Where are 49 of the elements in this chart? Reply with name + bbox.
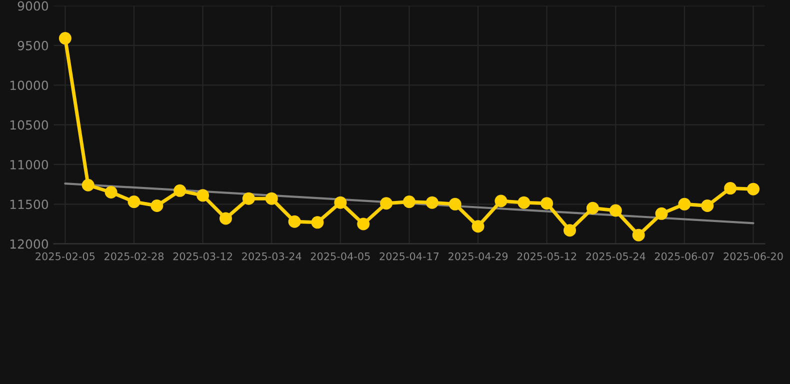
point xyxy=(518,196,530,209)
point xyxy=(426,196,438,209)
x-tick-label: 2025-04-17 xyxy=(380,252,439,260)
point xyxy=(380,197,393,210)
point xyxy=(448,198,462,210)
point xyxy=(402,196,416,208)
point xyxy=(701,199,714,212)
point xyxy=(632,228,645,242)
point xyxy=(174,184,186,197)
x-tick-label: 2025-06-07 xyxy=(654,252,714,260)
point xyxy=(242,192,255,205)
point xyxy=(104,186,118,199)
point xyxy=(311,216,324,229)
x-tick-label: 2025-03-12 xyxy=(173,252,232,260)
y-tick-label: 12000 xyxy=(10,239,48,249)
x-tick-label: 2025-03-24 xyxy=(242,252,302,260)
x-tick-label: 2025-02-28 xyxy=(104,252,164,260)
point xyxy=(747,182,760,196)
point xyxy=(609,204,622,217)
point xyxy=(678,198,691,210)
point xyxy=(288,215,301,228)
point xyxy=(564,224,576,237)
point xyxy=(540,197,554,210)
y-tick-label: 9500 xyxy=(18,40,48,50)
y-tick-label: 10000 xyxy=(10,80,48,90)
point xyxy=(724,182,737,195)
x-tick-label: 2025-06-20 xyxy=(724,252,783,260)
y-tick-label: 11500 xyxy=(10,200,48,210)
y-tick-label: 9000 xyxy=(18,1,48,11)
point xyxy=(150,199,164,212)
y-tick-label: 11000 xyxy=(10,160,48,170)
point xyxy=(357,218,370,230)
point xyxy=(655,207,668,220)
point xyxy=(82,178,94,192)
x-tick-label: 2025-04-29 xyxy=(448,252,508,260)
point xyxy=(58,32,72,45)
x-tick-label: 2025-05-24 xyxy=(586,252,646,260)
point xyxy=(196,189,210,202)
point xyxy=(472,220,484,233)
x-tick-label: 2025-05-12 xyxy=(517,252,576,260)
point xyxy=(128,196,140,208)
point xyxy=(265,192,278,205)
point xyxy=(494,194,508,208)
y-tick-label: 10500 xyxy=(10,120,48,130)
point xyxy=(334,196,347,209)
point xyxy=(219,212,232,225)
x-tick-label: 2025-02-05 xyxy=(36,252,95,260)
x-tick-label: 2025-04-05 xyxy=(310,252,370,260)
point xyxy=(586,202,599,214)
